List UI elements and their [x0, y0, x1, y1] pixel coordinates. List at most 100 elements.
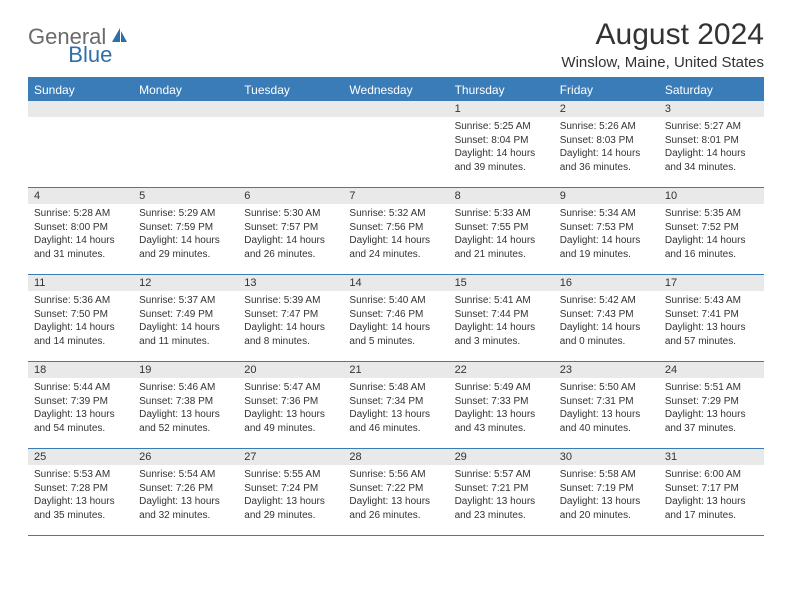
weekday-header: Sunday — [28, 79, 133, 101]
day-number: 10 — [659, 188, 764, 204]
sunset-line: Sunset: 7:49 PM — [139, 308, 232, 322]
day-details: Sunrise: 5:27 AMSunset: 8:01 PMDaylight:… — [659, 117, 764, 178]
sunset-line: Sunset: 7:29 PM — [665, 395, 758, 409]
day-number: 22 — [449, 362, 554, 378]
day-details: Sunrise: 5:29 AMSunset: 7:59 PMDaylight:… — [133, 204, 238, 265]
calendar-day: 25Sunrise: 5:53 AMSunset: 7:28 PMDayligh… — [28, 449, 133, 535]
day-number: 14 — [343, 275, 448, 291]
day-number: 4 — [28, 188, 133, 204]
day-details: Sunrise: 5:33 AMSunset: 7:55 PMDaylight:… — [449, 204, 554, 265]
logo: General Blue — [28, 18, 178, 50]
day-number: 31 — [659, 449, 764, 465]
day-details: Sunrise: 5:35 AMSunset: 7:52 PMDaylight:… — [659, 204, 764, 265]
day-details: Sunrise: 5:48 AMSunset: 7:34 PMDaylight:… — [343, 378, 448, 439]
day-number: 26 — [133, 449, 238, 465]
sunset-line: Sunset: 7:50 PM — [34, 308, 127, 322]
day-details: Sunrise: 5:46 AMSunset: 7:38 PMDaylight:… — [133, 378, 238, 439]
calendar-day — [238, 101, 343, 187]
daylight-line: Daylight: 13 hours and 57 minutes. — [665, 321, 758, 348]
day-details: Sunrise: 5:43 AMSunset: 7:41 PMDaylight:… — [659, 291, 764, 352]
calendar-day: 15Sunrise: 5:41 AMSunset: 7:44 PMDayligh… — [449, 275, 554, 361]
daylight-line: Daylight: 14 hours and 16 minutes. — [665, 234, 758, 261]
weekday-header: Tuesday — [238, 79, 343, 101]
day-details: Sunrise: 5:50 AMSunset: 7:31 PMDaylight:… — [554, 378, 659, 439]
day-number: 1 — [449, 101, 554, 117]
title-block: August 2024 Winslow, Maine, United State… — [561, 18, 764, 71]
location: Winslow, Maine, United States — [561, 54, 764, 71]
sunrise-line: Sunrise: 5:33 AM — [455, 207, 548, 221]
day-number: 17 — [659, 275, 764, 291]
sunrise-line: Sunrise: 5:26 AM — [560, 120, 653, 134]
day-details: Sunrise: 5:41 AMSunset: 7:44 PMDaylight:… — [449, 291, 554, 352]
calendar-day: 11Sunrise: 5:36 AMSunset: 7:50 PMDayligh… — [28, 275, 133, 361]
sunrise-line: Sunrise: 5:51 AM — [665, 381, 758, 395]
sunrise-line: Sunrise: 5:41 AM — [455, 294, 548, 308]
sunrise-line: Sunrise: 5:40 AM — [349, 294, 442, 308]
day-details: Sunrise: 5:57 AMSunset: 7:21 PMDaylight:… — [449, 465, 554, 526]
calendar-day: 14Sunrise: 5:40 AMSunset: 7:46 PMDayligh… — [343, 275, 448, 361]
sunset-line: Sunset: 7:28 PM — [34, 482, 127, 496]
calendar-day: 13Sunrise: 5:39 AMSunset: 7:47 PMDayligh… — [238, 275, 343, 361]
sunset-line: Sunset: 7:53 PM — [560, 221, 653, 235]
day-details: Sunrise: 5:42 AMSunset: 7:43 PMDaylight:… — [554, 291, 659, 352]
sunrise-line: Sunrise: 5:47 AM — [244, 381, 337, 395]
day-number: 12 — [133, 275, 238, 291]
sunrise-line: Sunrise: 5:27 AM — [665, 120, 758, 134]
calendar-week: 25Sunrise: 5:53 AMSunset: 7:28 PMDayligh… — [28, 449, 764, 536]
calendar-day: 30Sunrise: 5:58 AMSunset: 7:19 PMDayligh… — [554, 449, 659, 535]
day-details — [343, 117, 448, 124]
daylight-line: Daylight: 14 hours and 34 minutes. — [665, 147, 758, 174]
weekday-header-row: SundayMondayTuesdayWednesdayThursdayFrid… — [28, 79, 764, 101]
day-number: 24 — [659, 362, 764, 378]
weekday-header: Saturday — [659, 79, 764, 101]
day-number: 13 — [238, 275, 343, 291]
daylight-line: Daylight: 14 hours and 14 minutes. — [34, 321, 127, 348]
sunset-line: Sunset: 7:19 PM — [560, 482, 653, 496]
sunrise-line: Sunrise: 5:39 AM — [244, 294, 337, 308]
calendar-week: 11Sunrise: 5:36 AMSunset: 7:50 PMDayligh… — [28, 275, 764, 362]
calendar-day: 27Sunrise: 5:55 AMSunset: 7:24 PMDayligh… — [238, 449, 343, 535]
calendar-week: 1Sunrise: 5:25 AMSunset: 8:04 PMDaylight… — [28, 101, 764, 188]
sunrise-line: Sunrise: 5:29 AM — [139, 207, 232, 221]
sunrise-line: Sunrise: 5:48 AM — [349, 381, 442, 395]
logo-text-blue: Blue — [68, 42, 112, 68]
daylight-line: Daylight: 13 hours and 52 minutes. — [139, 408, 232, 435]
daylight-line: Daylight: 14 hours and 31 minutes. — [34, 234, 127, 261]
sunset-line: Sunset: 7:22 PM — [349, 482, 442, 496]
day-details: Sunrise: 5:55 AMSunset: 7:24 PMDaylight:… — [238, 465, 343, 526]
calendar-day: 18Sunrise: 5:44 AMSunset: 7:39 PMDayligh… — [28, 362, 133, 448]
calendar-day: 12Sunrise: 5:37 AMSunset: 7:49 PMDayligh… — [133, 275, 238, 361]
daylight-line: Daylight: 14 hours and 24 minutes. — [349, 234, 442, 261]
daylight-line: Daylight: 14 hours and 3 minutes. — [455, 321, 548, 348]
day-number: 30 — [554, 449, 659, 465]
sunset-line: Sunset: 7:56 PM — [349, 221, 442, 235]
sunset-line: Sunset: 7:21 PM — [455, 482, 548, 496]
calendar-day: 16Sunrise: 5:42 AMSunset: 7:43 PMDayligh… — [554, 275, 659, 361]
daylight-line: Daylight: 14 hours and 39 minutes. — [455, 147, 548, 174]
day-number: 25 — [28, 449, 133, 465]
day-details: Sunrise: 5:32 AMSunset: 7:56 PMDaylight:… — [343, 204, 448, 265]
day-number — [238, 101, 343, 117]
day-details: Sunrise: 5:26 AMSunset: 8:03 PMDaylight:… — [554, 117, 659, 178]
sunrise-line: Sunrise: 5:25 AM — [455, 120, 548, 134]
day-details: Sunrise: 5:58 AMSunset: 7:19 PMDaylight:… — [554, 465, 659, 526]
sunrise-line: Sunrise: 5:49 AM — [455, 381, 548, 395]
calendar-day: 29Sunrise: 5:57 AMSunset: 7:21 PMDayligh… — [449, 449, 554, 535]
sunset-line: Sunset: 7:46 PM — [349, 308, 442, 322]
day-number — [28, 101, 133, 117]
day-number: 27 — [238, 449, 343, 465]
day-details: Sunrise: 5:28 AMSunset: 8:00 PMDaylight:… — [28, 204, 133, 265]
day-number: 19 — [133, 362, 238, 378]
daylight-line: Daylight: 13 hours and 20 minutes. — [560, 495, 653, 522]
day-number: 16 — [554, 275, 659, 291]
sunset-line: Sunset: 8:03 PM — [560, 134, 653, 148]
daylight-line: Daylight: 13 hours and 46 minutes. — [349, 408, 442, 435]
daylight-line: Daylight: 13 hours and 35 minutes. — [34, 495, 127, 522]
calendar-day: 3Sunrise: 5:27 AMSunset: 8:01 PMDaylight… — [659, 101, 764, 187]
day-number: 29 — [449, 449, 554, 465]
calendar-day: 17Sunrise: 5:43 AMSunset: 7:41 PMDayligh… — [659, 275, 764, 361]
calendar-day: 22Sunrise: 5:49 AMSunset: 7:33 PMDayligh… — [449, 362, 554, 448]
sunrise-line: Sunrise: 5:56 AM — [349, 468, 442, 482]
daylight-line: Daylight: 13 hours and 29 minutes. — [244, 495, 337, 522]
sunset-line: Sunset: 7:47 PM — [244, 308, 337, 322]
